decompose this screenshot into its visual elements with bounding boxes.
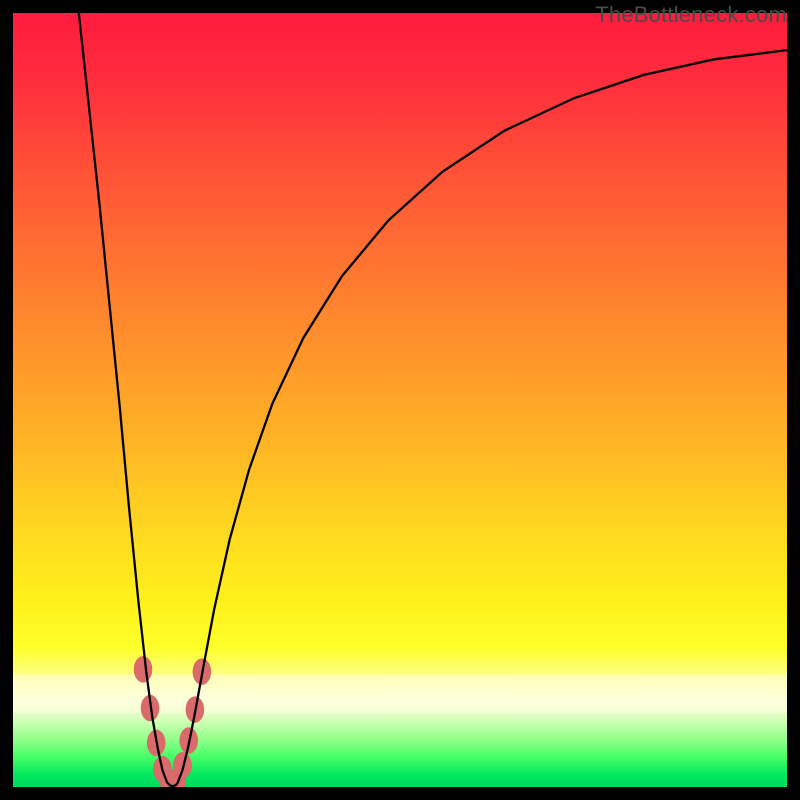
chart-frame: TheBottleneck.com	[0, 0, 800, 800]
watermark-caption: TheBottleneck.com	[595, 2, 787, 28]
marker-dot	[134, 656, 152, 682]
chart-plot	[13, 13, 787, 787]
highlight-band	[13, 675, 787, 714]
gradient-background	[13, 13, 787, 787]
